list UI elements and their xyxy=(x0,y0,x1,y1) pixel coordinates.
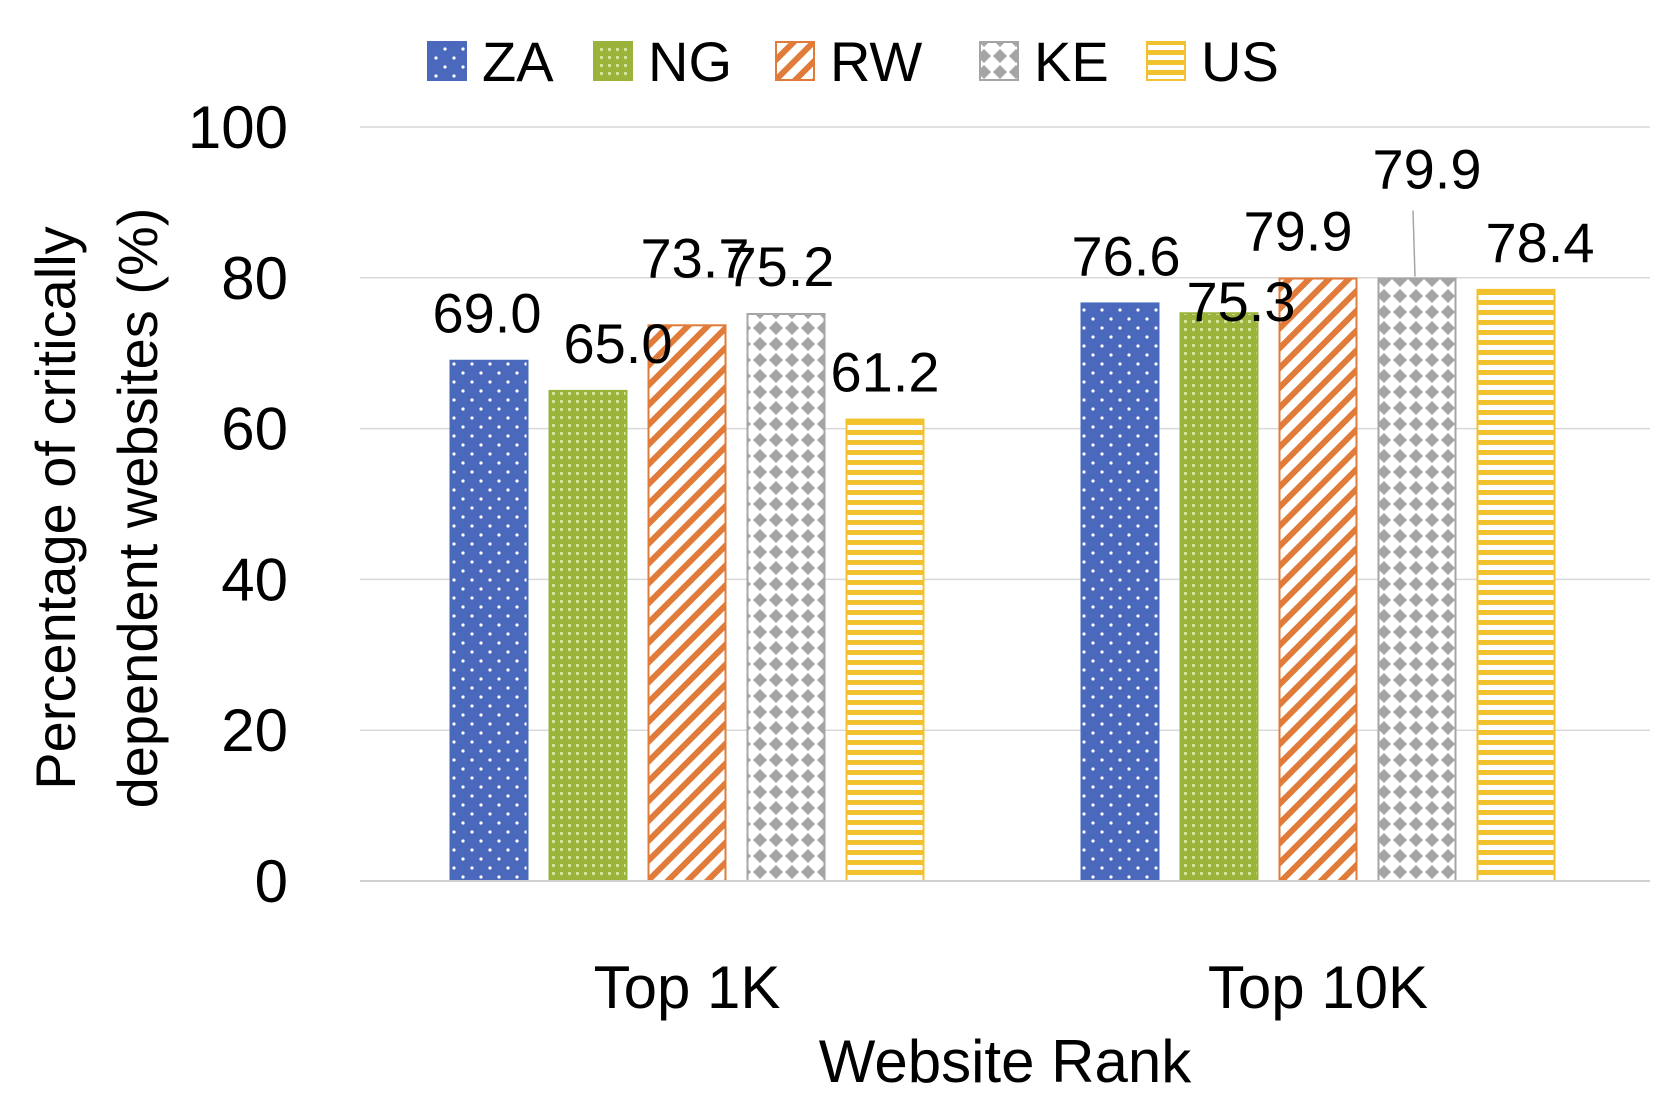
data-label: 65.0 xyxy=(564,312,673,375)
bar-za-top-1k xyxy=(449,359,529,882)
legend-swatch xyxy=(427,41,467,81)
legend-item-za: ZA xyxy=(427,30,554,93)
y-axis-title: Percentage of critically dependent websi… xyxy=(24,208,169,809)
y-tick-label: 20 xyxy=(221,697,288,764)
y-tick-label: 60 xyxy=(221,396,288,463)
bar-ke-top-10k xyxy=(1377,277,1457,882)
y-axis-ticks: 0 20 40 60 80 100 xyxy=(188,94,288,915)
bar-rw-top-1k xyxy=(647,324,727,882)
legend-item-ke: KE xyxy=(979,30,1109,93)
data-label: 76.6 xyxy=(1072,224,1181,287)
bars xyxy=(449,277,1556,883)
legend-label: NG xyxy=(648,30,732,93)
legend-label: KE xyxy=(1034,30,1109,93)
x-axis-ticks: Top 1K Top 10K xyxy=(594,954,1428,1021)
y-axis-title-line-2: dependent websites (%) xyxy=(106,208,169,809)
data-labels: 69.0 65.073.775.261.276.675.379.979.978.4 xyxy=(433,138,1595,404)
bar-us-top-10k xyxy=(1476,288,1556,882)
bar-za-top-10k xyxy=(1080,302,1160,883)
legend-swatch xyxy=(1146,41,1186,81)
bar-ng-top-10k xyxy=(1179,312,1259,883)
data-label: 78.4 xyxy=(1486,211,1595,274)
y-tick-label: 80 xyxy=(221,245,288,312)
y-tick-label: 0 xyxy=(255,848,288,915)
legend-label: US xyxy=(1201,30,1279,93)
legend-swatch xyxy=(775,41,815,81)
data-label: 75.3 xyxy=(1187,270,1296,333)
x-axis-title: Website Rank xyxy=(819,1028,1192,1095)
y-tick-label: 40 xyxy=(221,546,288,613)
legend-item-ng: NG xyxy=(593,30,732,93)
data-label-leader-line xyxy=(1412,210,1416,277)
data-label: 79.9 xyxy=(1373,138,1482,201)
bar-ng-top-1k xyxy=(548,389,628,882)
data-label: 75.2 xyxy=(726,235,835,298)
data-label: 79.9 xyxy=(1244,200,1353,263)
y-tick-label: 100 xyxy=(188,94,288,161)
data-label: 73.7 xyxy=(641,226,750,289)
legend-item-us: US xyxy=(1146,30,1279,93)
data-label: 69.0 xyxy=(433,282,542,345)
x-tick-label: Top 1K xyxy=(594,954,781,1021)
data-label: 61.2 xyxy=(831,341,940,404)
legend: ZA NG RW KE US xyxy=(427,30,1279,93)
bar-us-top-1k xyxy=(845,418,925,882)
legend-item-rw: RW xyxy=(775,30,922,93)
legend-swatch xyxy=(979,41,1019,81)
bar-rw-top-10k xyxy=(1278,277,1358,882)
bar-ke-top-1k xyxy=(746,312,826,882)
legend-label: ZA xyxy=(482,30,554,93)
x-tick-label: Top 10K xyxy=(1208,954,1428,1021)
y-axis-title-line-1: Percentage of critically xyxy=(24,226,87,789)
legend-label: RW xyxy=(830,30,922,93)
legend-swatch xyxy=(593,41,633,81)
